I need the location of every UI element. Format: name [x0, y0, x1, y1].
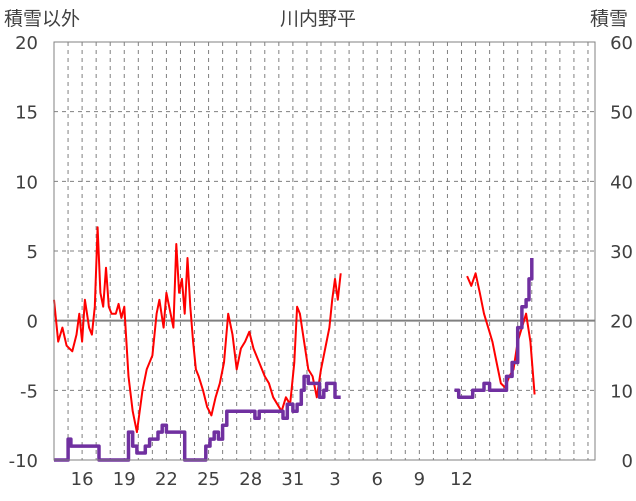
y-tick-right: 10 [610, 381, 633, 402]
left-axis-title: 積雪以外 [4, 8, 81, 30]
y-tick-left: 15 [15, 103, 38, 124]
y-tick-right: 60 [610, 33, 633, 54]
x-tick: 16 [71, 469, 94, 490]
x-tick: 19 [113, 469, 136, 490]
x-tick: 31 [281, 469, 304, 490]
y-tick-left: 10 [15, 172, 38, 193]
right-axis-title: 積雪 [590, 8, 629, 30]
y-tick-right: 30 [610, 242, 633, 263]
y-tick-left: 20 [15, 33, 38, 54]
x-tick: 22 [155, 469, 178, 490]
x-tick: 6 [371, 469, 382, 490]
y-tick-left: 0 [27, 312, 38, 333]
y-tick-left: 5 [27, 242, 38, 263]
x-tick: 12 [450, 469, 473, 490]
y-tick-right: 50 [610, 103, 633, 124]
x-tick: 25 [197, 469, 220, 490]
y-tick-right: 0 [622, 451, 633, 472]
series [53, 226, 536, 462]
x-tick: 3 [329, 469, 340, 490]
x-tick: 28 [239, 469, 262, 490]
snow-depth-line [454, 258, 534, 400]
y-tick-right: 20 [610, 312, 633, 333]
chart-title: 川内野平 [279, 8, 356, 30]
y-tick-right: 40 [610, 172, 633, 193]
x-tick: 9 [414, 469, 425, 490]
temperature-line [466, 272, 536, 395]
temperature-line [53, 226, 342, 434]
y-tick-left: -5 [20, 381, 38, 402]
y-tick-left: -10 [9, 451, 38, 472]
plot-frame [53, 41, 596, 461]
snow-depth-line [54, 374, 341, 462]
